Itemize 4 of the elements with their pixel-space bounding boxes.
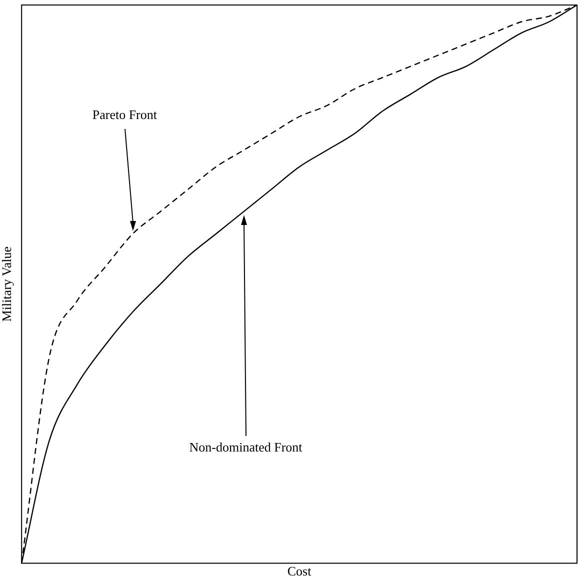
x-axis-title: Cost: [287, 564, 312, 579]
annotation: Pareto Front: [92, 106, 158, 122]
y-axis-title: Military Value: [0, 246, 14, 322]
annotation: Non-dominated Front: [189, 440, 303, 455]
